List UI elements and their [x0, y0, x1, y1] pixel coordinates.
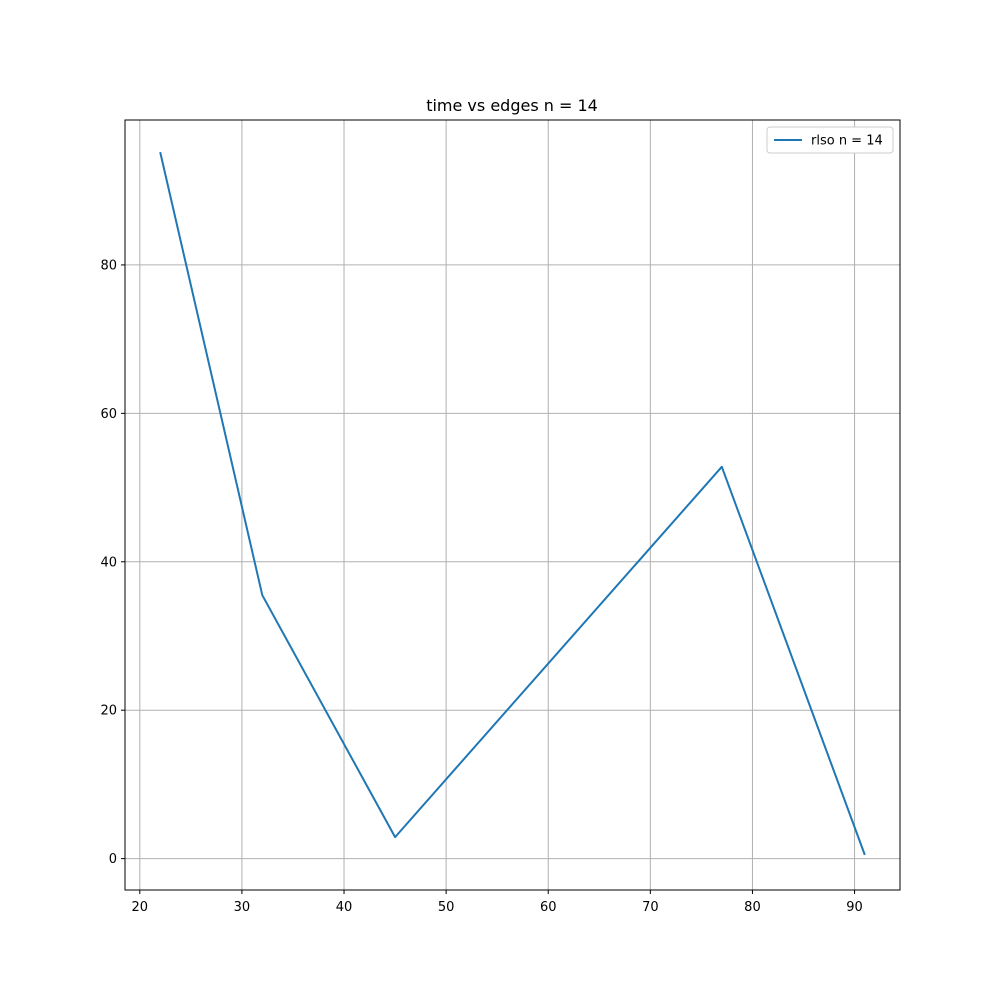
x-tick-label: 40 [336, 900, 353, 915]
x-tick-label: 70 [642, 900, 659, 915]
x-axis-ticks: 20 30 40 50 60 70 80 90 [132, 890, 863, 915]
series-line [159, 151, 866, 856]
chart-title: time vs edges n = 14 [426, 96, 598, 115]
x-tick-label: 60 [540, 900, 557, 915]
legend-label: rlso n = 14 [811, 134, 883, 149]
y-tick-label: 80 [100, 258, 117, 273]
x-tick-label: 50 [438, 900, 455, 915]
axes-frame [124, 119, 901, 891]
y-axis-ticks: 0 20 40 60 80 [100, 258, 125, 867]
y-tick-label: 40 [100, 555, 117, 570]
legend: rlso n = 14 [766, 126, 894, 154]
y-tick-label: 60 [100, 407, 117, 422]
legend-box [766, 126, 894, 154]
y-tick-label: 20 [100, 704, 117, 719]
x-tick-label: 20 [132, 900, 149, 915]
x-tick-label: 90 [846, 900, 863, 915]
series-lines [159, 151, 866, 856]
y-tick-label: 0 [109, 852, 117, 867]
x-tick-label: 30 [234, 900, 251, 915]
x-tick-label: 80 [744, 900, 761, 915]
